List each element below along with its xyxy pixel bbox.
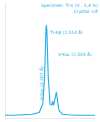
axis-line <box>6 118 96 119</box>
y-axis <box>5 3 6 119</box>
annotation: Specimen: Ti-V (V : 5,4 %) <box>41 3 99 8</box>
axis-line <box>5 3 6 119</box>
chart: Specimen: Ti-V (V : 5,4 %)Crystal: LiF Ti… <box>0 0 100 122</box>
annotation: Ti-Kβ (2,514 Å) <box>49 29 83 35</box>
spectrum-line <box>5 25 95 115</box>
annotation: Crystal: LiF <box>74 9 99 14</box>
plot-area <box>5 25 95 115</box>
annotations: Specimen: Ti-V (V : 5,4 %)Crystal: LiF Ti… <box>38 3 98 100</box>
annotation: V-Kα₂ (2,507 Å) <box>38 66 44 100</box>
x-axis <box>6 118 96 119</box>
annotation: V-Kα₁ (2,503 Å) <box>58 51 92 57</box>
